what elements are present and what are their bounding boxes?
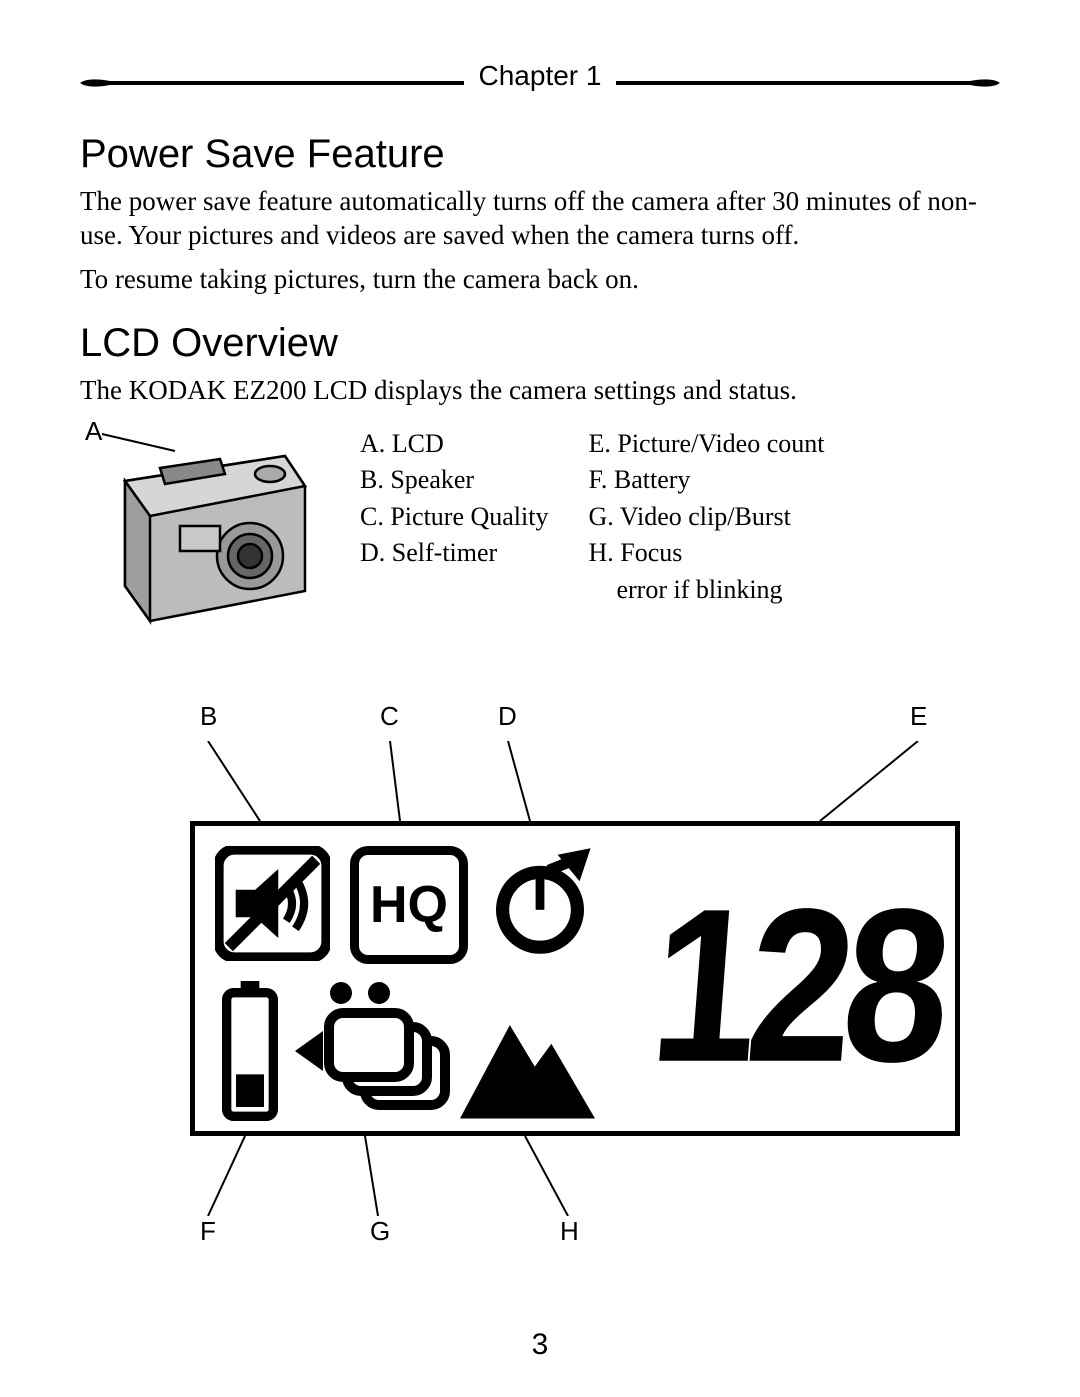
legend-h: H. Focus	[588, 535, 824, 571]
legend-b: B. Speaker	[360, 462, 548, 498]
lcd-diagram: B C D E HQ	[190, 701, 960, 1256]
legend: A. LCD B. Speaker C. Picture Quality D. …	[360, 426, 824, 608]
legend-f: F. Battery	[588, 462, 824, 498]
legend-h-sub: error if blinking	[588, 572, 824, 608]
legend-g: G. Video clip/Burst	[588, 499, 824, 535]
callout-h: H	[560, 1216, 579, 1247]
lcd-bottom-labels: F G H	[190, 1216, 960, 1256]
legend-c: C. Picture Quality	[360, 499, 548, 535]
callout-a: A	[85, 416, 102, 447]
power-save-para1: The power save feature automatically tur…	[80, 185, 1000, 253]
section-title-lcd-overview: LCD Overview	[80, 321, 1000, 366]
burst-icon	[295, 981, 455, 1126]
figure-camera-row: A A. LCD B. Spe	[80, 426, 1000, 651]
lcd-top-labels: B C D E	[190, 701, 960, 741]
self-timer-icon	[485, 846, 595, 961]
chapter-label: Chapter 1	[464, 60, 617, 92]
callout-d: D	[498, 701, 517, 732]
camera-icon	[80, 426, 340, 646]
legend-col-1: A. LCD B. Speaker C. Picture Quality D. …	[360, 426, 548, 608]
lcd-leader-lines-bot	[190, 1136, 960, 1216]
callout-b: B	[200, 701, 217, 732]
legend-e: E. Picture/Video count	[588, 426, 824, 462]
speaker-mute-icon	[215, 846, 330, 966]
lcd-overview-para1: The KODAK EZ200 LCD displays the camera …	[80, 374, 1000, 408]
camera-illustration: A	[80, 426, 340, 651]
callout-g: G	[370, 1216, 390, 1247]
lcd-screen: HQ	[190, 821, 960, 1136]
focus-icon	[460, 1006, 595, 1126]
chapter-header: Chapter 1	[80, 60, 1000, 92]
callout-f: F	[200, 1216, 216, 1247]
callout-c: C	[380, 701, 399, 732]
lcd-leader-lines-top	[190, 741, 960, 821]
section-title-power-save: Power Save Feature	[80, 132, 1000, 177]
legend-col-2: E. Picture/Video count F. Battery G. Vid…	[588, 426, 824, 608]
hq-icon: HQ	[350, 846, 468, 964]
power-save-para2: To resume taking pictures, turn the came…	[80, 263, 1000, 297]
page-number: 3	[0, 1328, 1080, 1362]
battery-icon	[220, 981, 280, 1126]
callout-e: E	[910, 701, 927, 732]
legend-d: D. Self-timer	[360, 535, 548, 571]
hq-text: HQ	[370, 875, 448, 935]
legend-a: A. LCD	[360, 426, 548, 462]
picture-count-value: 128	[645, 877, 949, 1096]
